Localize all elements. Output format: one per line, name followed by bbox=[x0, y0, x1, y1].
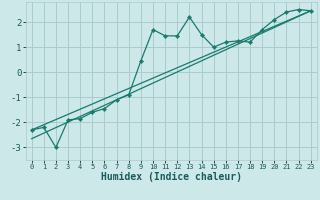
X-axis label: Humidex (Indice chaleur): Humidex (Indice chaleur) bbox=[101, 172, 242, 182]
